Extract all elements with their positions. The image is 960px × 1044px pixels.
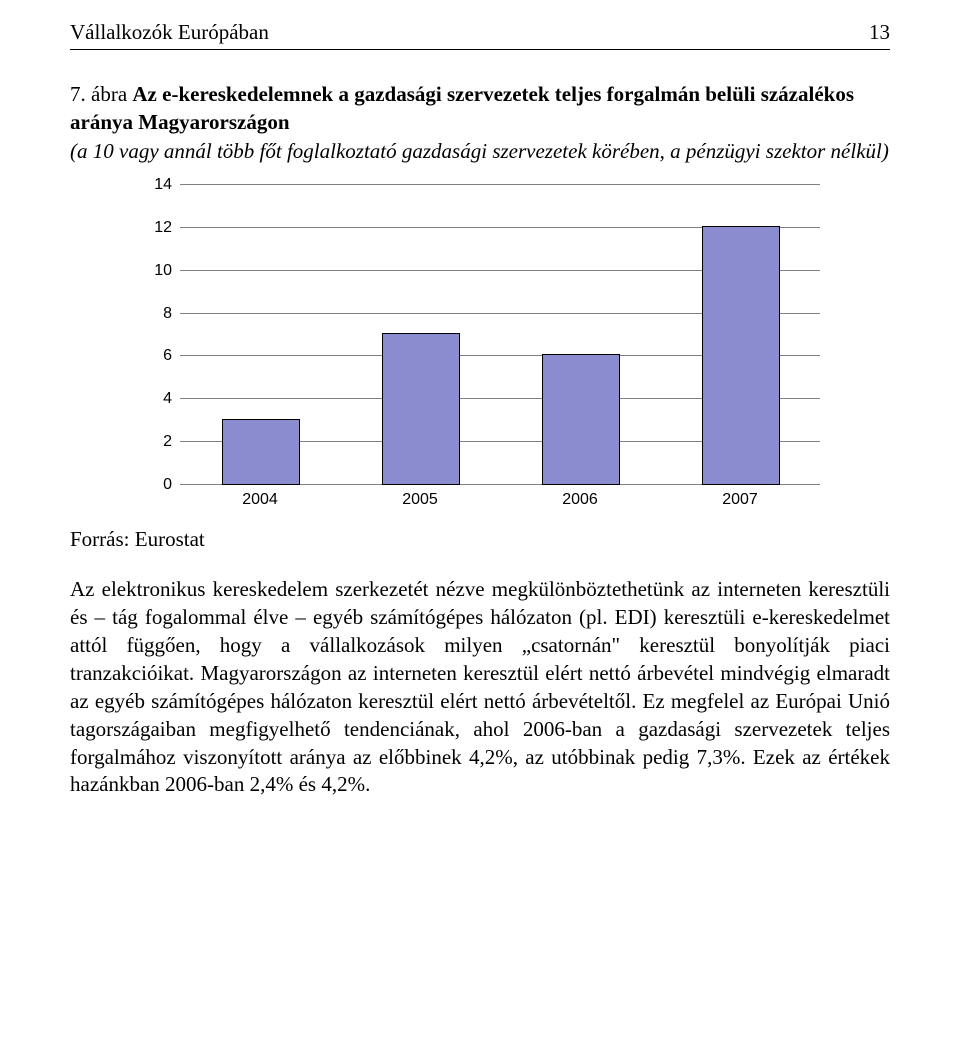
body-paragraph: Az elektronikus kereskedelem szerkezetét…: [70, 576, 890, 799]
figure-caption-number: 7. ábra: [70, 82, 127, 106]
chart-bar: [382, 333, 461, 485]
chart-plot-area: 024681012142004200520062007: [180, 185, 820, 485]
chart-x-tick-label: 2007: [722, 485, 758, 509]
header-page-number: 13: [869, 20, 890, 45]
chart-source: Forrás: Eurostat: [70, 527, 890, 552]
chart-x-tick-label: 2006: [562, 485, 598, 509]
page-container: Vállalkozók Európában 13 7. ábra Az e-ke…: [0, 0, 960, 839]
chart-y-tick-label: 14: [142, 176, 180, 194]
header-title: Vállalkozók Európában: [70, 20, 269, 45]
chart-y-tick-label: 0: [142, 476, 180, 494]
chart-y-tick-label: 4: [142, 390, 180, 408]
chart-y-tick-label: 2: [142, 433, 180, 451]
chart-bar: [702, 226, 781, 485]
chart-y-tick-label: 6: [142, 347, 180, 365]
chart-x-tick-label: 2005: [402, 485, 438, 509]
header-rule: [70, 49, 890, 50]
chart-y-tick-label: 8: [142, 305, 180, 323]
chart-bar: [542, 354, 621, 485]
chart-x-tick-label: 2004: [242, 485, 278, 509]
figure-caption: 7. ábra Az e-kereskedelemnek a gazdasági…: [70, 80, 890, 165]
chart-y-tick-label: 12: [142, 219, 180, 237]
bar-chart: 0 2 4 6 8 10 12 14 2004 2005 2006 2007: [130, 175, 830, 515]
figure-caption-subtitle: (a 10 vagy annál több főt foglalkoztató …: [70, 139, 889, 163]
chart-bar: [222, 419, 301, 485]
chart-y-tick-label: 10: [142, 262, 180, 280]
figure-caption-title: Az e-kereskedelemnek a gazdasági szervez…: [70, 82, 854, 134]
running-header: Vállalkozók Európában 13: [70, 20, 890, 45]
chart-gridline: [180, 184, 820, 185]
